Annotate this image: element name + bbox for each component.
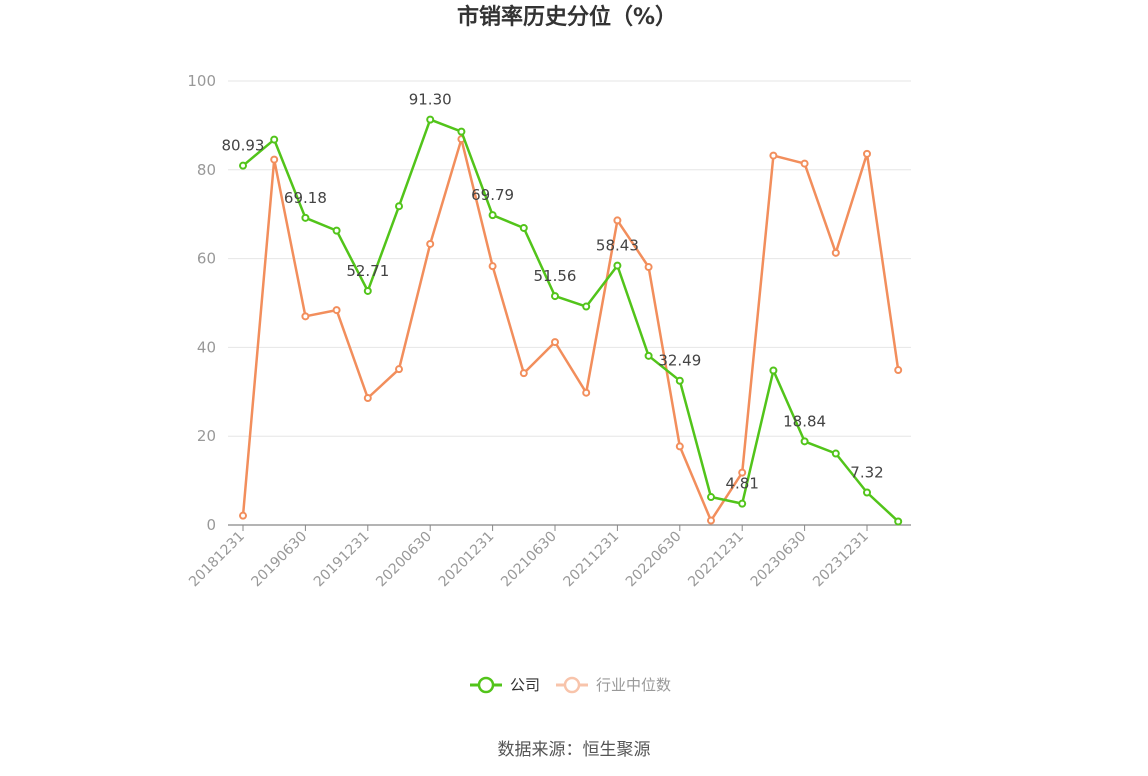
y-tick-label: 40 <box>197 338 216 356</box>
data-point <box>707 493 715 502</box>
x-tick-label: 20201231 <box>436 529 498 591</box>
series-layer <box>239 115 903 526</box>
data-point <box>488 211 497 220</box>
y-tick-label: 60 <box>197 250 216 268</box>
x-tick-label: 20230630 <box>748 529 810 591</box>
data-point <box>551 338 559 347</box>
source-note: 数据来源：恒生聚源 <box>498 740 651 760</box>
data-point <box>395 202 403 211</box>
y-tick-label: 20 <box>197 427 216 445</box>
data-label: 32.49 <box>658 352 701 370</box>
data-point <box>301 312 310 321</box>
data-point <box>239 161 247 170</box>
grid <box>228 80 911 437</box>
data-point <box>644 351 653 360</box>
data-label: 51.56 <box>534 267 577 285</box>
legend-label: 公司 <box>510 676 540 694</box>
data-point <box>426 239 435 248</box>
data-label: 69.79 <box>471 186 514 204</box>
data-point <box>863 488 871 497</box>
data-point <box>582 388 591 397</box>
data-point <box>894 366 903 375</box>
data-point <box>738 499 747 508</box>
x-tick-label: 20200630 <box>373 529 435 591</box>
x-axis: 20181231 20190630 20191231 20200630 20201231… <box>186 524 911 591</box>
chart-title: 市销率历史分位（%） <box>457 4 677 30</box>
data-point <box>675 442 684 451</box>
x-tick-label: 20221231 <box>685 529 747 591</box>
series-industry-median <box>239 135 903 525</box>
data-point <box>395 365 403 374</box>
x-tick-label: 20210630 <box>498 529 560 591</box>
y-tick-label: 0 <box>206 516 216 534</box>
data-labels: 80.93 69.18 52.71 91.30 69.79 51.56 58.43 32.49… <box>222 91 884 493</box>
data-point <box>239 511 247 520</box>
series-line <box>241 137 900 522</box>
data-point <box>332 226 341 235</box>
data-point <box>831 449 840 458</box>
series-line <box>242 118 900 523</box>
data-label: 58.43 <box>596 237 639 255</box>
data-point <box>426 115 435 124</box>
data-point <box>363 286 372 295</box>
data-point <box>551 292 559 301</box>
data-point <box>270 135 279 144</box>
data-point <box>894 517 903 526</box>
x-tick-label: 20191231 <box>311 529 373 591</box>
data-point <box>613 216 622 225</box>
data-point <box>707 516 715 525</box>
data-point <box>644 263 653 272</box>
data-label: 91.30 <box>409 91 452 109</box>
legend-circle-marker <box>477 676 495 694</box>
x-tick-label: 20231231 <box>810 529 872 591</box>
data-label: 18.84 <box>783 412 826 430</box>
data-point <box>457 127 466 136</box>
data-point <box>270 155 279 164</box>
x-tick-label: 20181231 <box>186 529 248 591</box>
y-tick-label: 100 <box>187 72 216 90</box>
series-company <box>239 115 903 526</box>
x-tick-label: 20190630 <box>249 529 311 591</box>
data-point <box>301 213 310 222</box>
data-point <box>519 223 528 232</box>
data-point <box>488 262 497 271</box>
data-point <box>613 261 622 270</box>
data-label: 80.93 <box>222 137 265 155</box>
data-label: 4.81 <box>725 475 758 493</box>
data-point <box>519 369 528 378</box>
legend: 公司 行业中位数 <box>470 676 671 694</box>
data-point <box>582 302 591 311</box>
data-point <box>363 394 372 403</box>
data-label: 52.71 <box>346 262 389 280</box>
data-point <box>863 149 871 158</box>
data-point <box>332 306 341 315</box>
legend-circle-marker <box>563 676 581 694</box>
x-tick-label: 20211231 <box>561 529 623 591</box>
x-tick-label: 20220630 <box>623 529 685 591</box>
y-axis-ticks: 0 20 40 60 80 100 <box>187 72 216 534</box>
data-point <box>769 151 778 160</box>
data-point <box>675 376 684 385</box>
data-label: 69.18 <box>284 189 327 207</box>
data-point <box>800 437 809 446</box>
legend-item-industry-median: 行业中位数 <box>556 676 671 694</box>
legend-item-company: 公司 <box>470 676 540 694</box>
legend-label: 行业中位数 <box>596 676 671 694</box>
y-tick-label: 80 <box>197 161 216 179</box>
data-label: 7.32 <box>850 463 883 481</box>
data-point <box>738 468 747 477</box>
data-point <box>769 366 778 375</box>
data-point <box>800 159 809 168</box>
data-point <box>831 248 840 257</box>
